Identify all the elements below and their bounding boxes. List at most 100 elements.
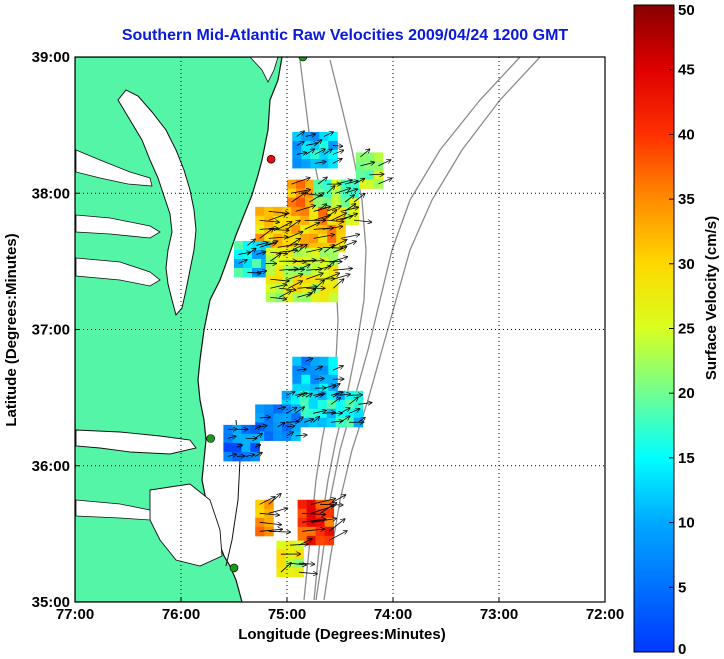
velocity-cell bbox=[255, 404, 265, 414]
velocity-cell bbox=[273, 206, 283, 217]
velocity-cell bbox=[291, 242, 301, 253]
velocity-arrow bbox=[344, 189, 357, 194]
velocity-arrow bbox=[322, 412, 335, 413]
velocity-cell bbox=[264, 431, 274, 441]
velocity-arrow bbox=[291, 178, 310, 185]
velocity-arrow bbox=[331, 421, 342, 422]
colorbar-tick-label: 40 bbox=[678, 126, 695, 143]
colorbar-tick-label: 20 bbox=[678, 385, 695, 402]
velocity-arrow bbox=[340, 214, 357, 221]
velocity-arrow bbox=[297, 264, 309, 271]
velocity-arrow bbox=[306, 249, 322, 253]
x-tick-label: 77:00 bbox=[56, 606, 94, 623]
velocity-cell bbox=[292, 374, 302, 385]
velocity-arrow bbox=[247, 239, 256, 246]
velocity-arrow bbox=[326, 186, 335, 194]
velocity-arrow bbox=[286, 232, 303, 239]
y-tick-label: 37:00 bbox=[32, 322, 70, 339]
velocity-arrow bbox=[326, 220, 343, 222]
velocity-arrow bbox=[313, 207, 331, 212]
velocity-cell bbox=[264, 413, 274, 423]
velocity-arrow bbox=[286, 220, 300, 230]
velocity-cell bbox=[274, 274, 285, 285]
velocity-cell bbox=[310, 292, 321, 303]
velocity-arrow bbox=[297, 245, 307, 253]
velocity-arrow bbox=[304, 419, 313, 422]
velocity-cell bbox=[299, 399, 310, 410]
colorbar bbox=[633, 4, 675, 653]
velocity-cell bbox=[305, 188, 315, 199]
chesapeake-bay bbox=[117, 89, 197, 317]
colorbar-tick-label: 15 bbox=[678, 450, 695, 467]
bay-tributary bbox=[75, 149, 153, 187]
velocity-arrow bbox=[259, 497, 275, 505]
velocity-arrow bbox=[313, 410, 326, 414]
velocity-cell bbox=[241, 442, 251, 453]
velocity-arrow bbox=[259, 417, 270, 418]
velocity-arrow bbox=[298, 572, 317, 574]
colorbar-label: Surface Velocity (cm/s) bbox=[703, 216, 720, 380]
velocity-arrow bbox=[328, 519, 345, 532]
velocity-arrow bbox=[302, 529, 324, 531]
colorbar-tick-label: 50 bbox=[678, 2, 695, 19]
velocity-cell bbox=[296, 179, 306, 190]
velocity-cell bbox=[223, 442, 233, 453]
x-tick-label: 72:00 bbox=[586, 606, 624, 623]
velocity-cell bbox=[273, 413, 283, 423]
velocity-cell bbox=[297, 535, 308, 546]
velocity-cell bbox=[364, 161, 375, 171]
velocity-cell bbox=[319, 356, 329, 367]
velocity-arrow bbox=[289, 544, 308, 545]
velocity-arrow bbox=[259, 529, 282, 531]
velocity-arrow bbox=[315, 280, 324, 289]
radar-station-marker bbox=[229, 563, 239, 573]
velocity-cell bbox=[318, 233, 328, 244]
velocity-arrow bbox=[302, 513, 325, 514]
velocity-arrow bbox=[236, 445, 242, 447]
velocity-cell bbox=[328, 356, 338, 367]
velocity-cell bbox=[300, 233, 310, 244]
velocity-cell bbox=[300, 206, 310, 217]
velocity-arrow bbox=[295, 393, 307, 395]
velocity-arrow bbox=[288, 269, 304, 270]
velocity-arrow bbox=[305, 358, 313, 361]
velocity-arrow bbox=[332, 366, 343, 371]
x-tick-label: 73:00 bbox=[480, 606, 518, 623]
velocity-arrow bbox=[298, 539, 312, 546]
velocity-cell bbox=[273, 233, 283, 244]
velocity-arrow bbox=[314, 366, 322, 371]
velocity-arrow bbox=[297, 260, 315, 261]
chart-title: Southern Mid-Atlantic Raw Velocities 200… bbox=[122, 27, 569, 44]
velocity-arrow bbox=[324, 262, 334, 271]
velocity-cell bbox=[324, 508, 335, 519]
velocity-arrow bbox=[358, 403, 371, 405]
velocity-arrow bbox=[270, 279, 289, 281]
velocity-cell bbox=[292, 158, 302, 169]
velocity-cell bbox=[324, 517, 335, 528]
y-axis-label: Latitude (Degrees:Minutes) bbox=[3, 233, 20, 426]
velocity-arrow bbox=[369, 174, 383, 175]
velocity-arrow bbox=[323, 132, 333, 137]
velocity-arrow bbox=[286, 408, 296, 414]
velocity-cell bbox=[373, 152, 384, 162]
velocity-cell bbox=[328, 292, 339, 303]
velocity-arrow bbox=[323, 385, 336, 389]
velocity-cell bbox=[319, 158, 329, 169]
velocity-arrow bbox=[313, 394, 325, 396]
land-mass bbox=[75, 57, 283, 602]
velocity-cell bbox=[264, 404, 274, 414]
velocity-arrow bbox=[279, 250, 297, 252]
velocity-arrow bbox=[353, 220, 371, 222]
velocity-cell bbox=[297, 499, 308, 510]
velocity-arrow bbox=[323, 149, 332, 155]
velocity-arrow bbox=[286, 239, 300, 248]
velocity-cell bbox=[336, 224, 346, 235]
velocity-vectors bbox=[227, 131, 392, 574]
velocity-cell bbox=[315, 517, 326, 528]
velocity-arrow bbox=[288, 245, 302, 253]
velocity-cell bbox=[305, 179, 315, 190]
velocity-arrow bbox=[288, 261, 305, 262]
velocity-arrow bbox=[259, 522, 281, 524]
velocity-arrow bbox=[254, 445, 260, 448]
velocity-arrow bbox=[330, 398, 340, 405]
